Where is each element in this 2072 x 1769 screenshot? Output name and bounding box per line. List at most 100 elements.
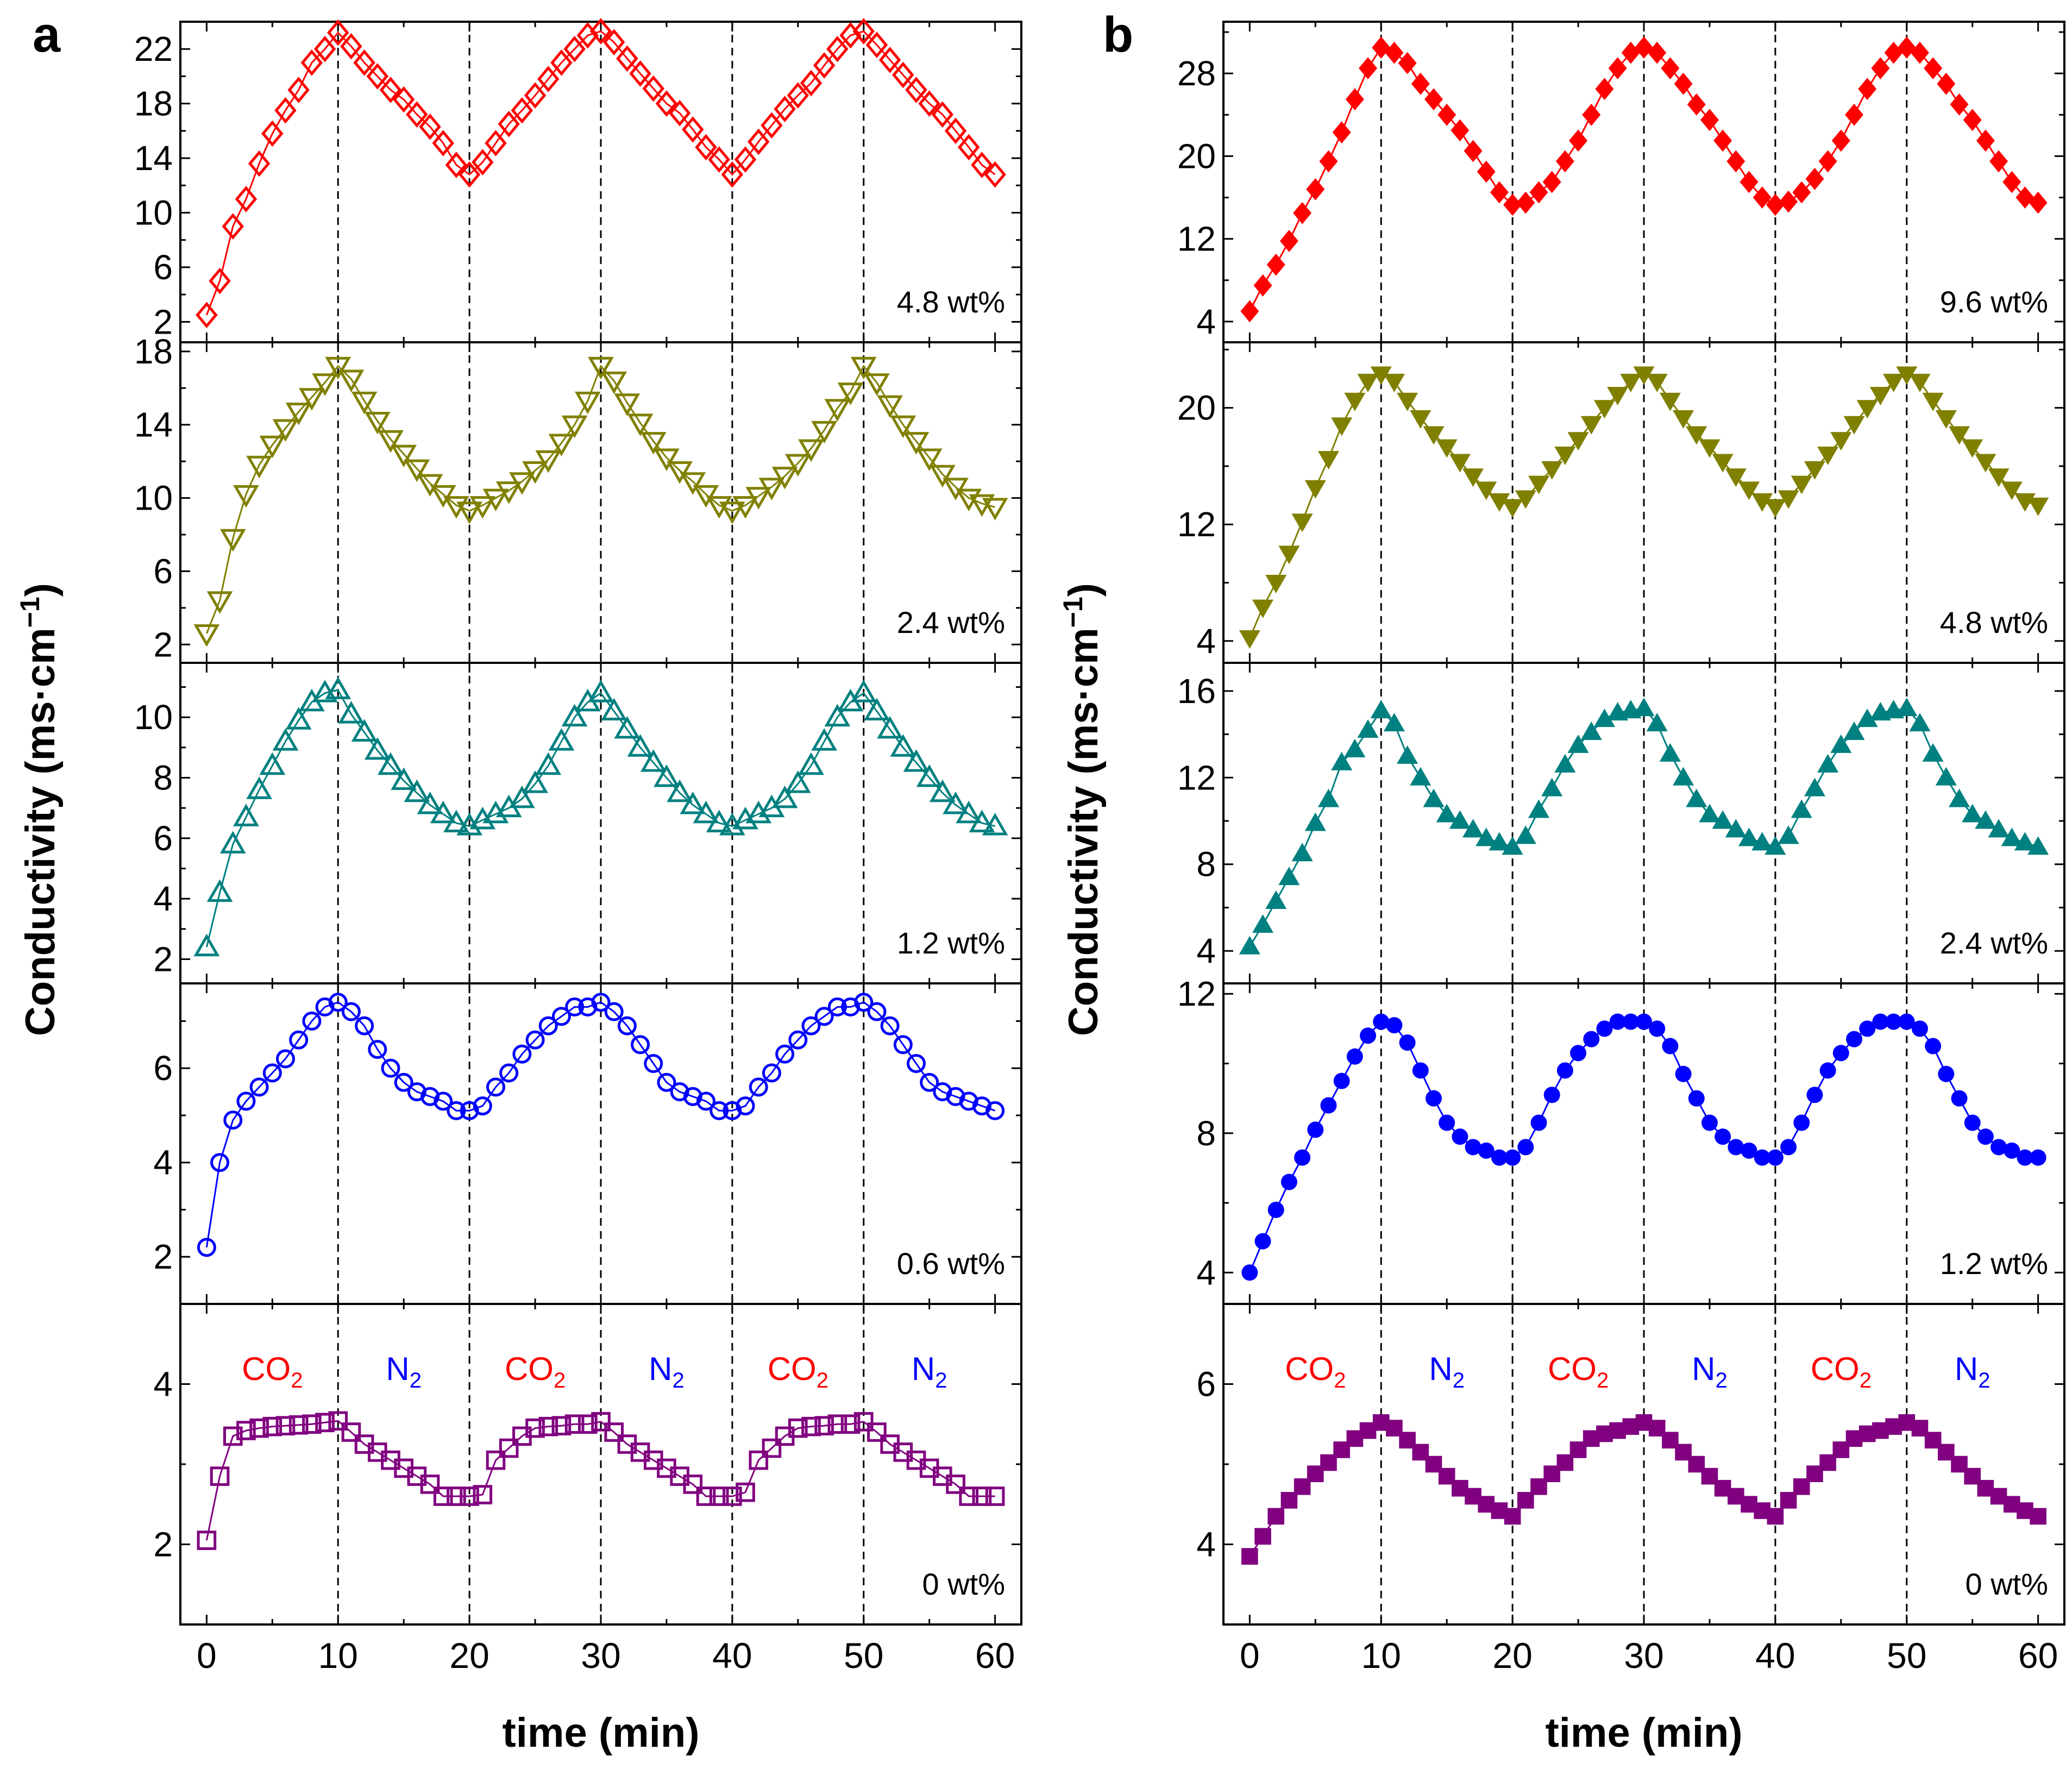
panel-b-1-point xyxy=(1661,57,1680,80)
panel-b-4-point xyxy=(1491,1149,1508,1166)
panel-a-1-point xyxy=(379,77,402,103)
panel-a-2-series-line xyxy=(205,364,996,634)
panel-a-4-point xyxy=(631,1035,650,1055)
panel-b-3-point xyxy=(1291,843,1313,862)
panel-a-1-point xyxy=(813,52,836,79)
panel-b-2-point xyxy=(1593,400,1615,419)
panel-a-5-xtick-label: 20 xyxy=(449,1635,489,1676)
panel-a-2-point xyxy=(272,419,299,442)
panel-a-4-point xyxy=(657,1072,676,1092)
panel-a-5-xtick-label: 30 xyxy=(581,1635,620,1676)
panel-a-3-point xyxy=(667,779,693,802)
panel-a-2-point xyxy=(982,498,1008,520)
panel-b-1-point xyxy=(1713,129,1732,152)
panel-a-1-point xyxy=(313,35,336,62)
panel-b-3-point xyxy=(1357,719,1379,738)
panel-a-5-xtick-label: 10 xyxy=(318,1635,358,1676)
panel-b-4-point xyxy=(1530,1114,1547,1131)
panel-a-4-point xyxy=(565,997,585,1017)
panel-a-3-ytick-label: 10 xyxy=(134,698,173,737)
panel-b-2-point xyxy=(1383,373,1405,392)
panel-a-1-point xyxy=(209,267,231,294)
panel-a-1: 2 6 10 14 18 22 4.8 wt% xyxy=(134,18,1022,343)
panel-a-5-point xyxy=(433,1486,453,1506)
panel-b-3-point xyxy=(2014,832,2036,851)
panel-a-3-ytick-label: 2 xyxy=(153,939,173,978)
panel-b-2-point xyxy=(1673,410,1694,429)
panel-b-1-point xyxy=(1858,78,1877,101)
panel-b-5-point xyxy=(1254,1528,1271,1545)
panel-b-1-point xyxy=(1503,193,1522,216)
panel-b-2-point xyxy=(1962,439,1983,458)
panel-b-3-point xyxy=(1699,804,1721,823)
panel-b-1-point xyxy=(1871,57,1890,80)
panel-b-1-point xyxy=(1648,41,1667,64)
panel-a-5-point xyxy=(591,1412,611,1432)
panel-a-3-point xyxy=(259,752,286,775)
panel-b-5-ytick-label: 6 xyxy=(1196,1365,1216,1404)
panel-a-1-ytick-label: 10 xyxy=(134,193,173,232)
panel-a-2-point xyxy=(850,356,877,380)
panel-a-3-point xyxy=(443,810,469,832)
panel-a-5-point xyxy=(827,1414,847,1434)
panel-b-4-point xyxy=(1767,1149,1784,1166)
panel-a-1-point xyxy=(406,101,428,128)
panel-b-2-point xyxy=(1896,366,1918,385)
panel-a-2-point xyxy=(588,356,614,380)
panel-a-3-point xyxy=(561,704,588,727)
panel-b-2-point xyxy=(1449,454,1471,473)
panel-b-3-point xyxy=(1988,819,2010,838)
panel-a-3-point xyxy=(811,728,838,751)
panel-a-1-point xyxy=(839,22,862,49)
panel-b-5-point xyxy=(1241,1548,1258,1565)
panel-b-1-point xyxy=(1411,72,1430,95)
panel-b-2-point xyxy=(1791,475,1812,494)
panel-b-2-point xyxy=(1462,468,1484,487)
panel-a-2-point xyxy=(325,356,351,380)
panel-a-3-point xyxy=(614,716,641,739)
panel-b-4-point xyxy=(1280,1174,1297,1190)
panel-a-2-point xyxy=(732,496,758,519)
panel-b-1-point xyxy=(1963,109,1982,131)
panel-b-4-point xyxy=(1780,1139,1797,1156)
panel-b-5-gas-label: N2 xyxy=(1955,1351,1991,1392)
panel-a-4-point xyxy=(289,1030,309,1050)
panel-a-2-point xyxy=(877,395,903,418)
panel-b-3-point xyxy=(2027,836,2049,855)
panel-b-4-point xyxy=(1439,1114,1455,1131)
panel-a-5-point xyxy=(315,1413,335,1433)
panel-a-5: 2 4 0 wt% CO2 N2 CO2 N2 CO2 N2 0 10 20 30 40 50 60 xyxy=(153,1303,1022,1676)
panel-a-1-point xyxy=(655,90,678,117)
panel-a-2-point xyxy=(930,465,956,488)
panel-a-3-point xyxy=(548,728,575,751)
panel-a-5-point xyxy=(723,1486,742,1506)
panel-b-4-point xyxy=(1911,1020,1928,1037)
panel-b-1-point xyxy=(1845,103,1863,126)
panel-b-3-point xyxy=(1686,788,1707,807)
panel-a-4-point xyxy=(302,1011,322,1031)
panel-b-1-point xyxy=(1805,167,1824,190)
panel-b-3-point xyxy=(1712,810,1734,829)
panel-b-1-point xyxy=(1766,193,1785,216)
panel-b-1-point xyxy=(1398,52,1417,74)
panel-a-4-series-line xyxy=(205,1001,996,1248)
panel-a-5-point xyxy=(696,1486,716,1506)
panel-a-2-point xyxy=(338,369,365,392)
panel-a-3: 2 4 6 8 10 1.2 wt% xyxy=(134,662,1022,984)
panel-b-2-point xyxy=(1357,373,1379,392)
panel-b-1-point xyxy=(1464,140,1483,162)
panel-a-5-point xyxy=(302,1414,322,1434)
panel-a-3-point xyxy=(522,770,548,793)
panel-b-2-point xyxy=(1935,410,1957,429)
panel-a-2-concentration-label: 2.4 wt% xyxy=(897,605,1005,639)
panel-b-2-point xyxy=(1489,493,1510,512)
panel-a-1-point xyxy=(800,70,822,97)
panel-b-1-point xyxy=(1937,72,1956,95)
panel-b-1-point xyxy=(1950,93,1969,116)
panel-a-2-point xyxy=(943,478,969,500)
panel-a-1-point xyxy=(589,18,612,45)
panel-a-4-point xyxy=(328,993,348,1012)
panel-a-2-point xyxy=(916,448,943,471)
panel-b-4-point xyxy=(2004,1142,2020,1159)
panel-a-3-point xyxy=(272,728,299,751)
